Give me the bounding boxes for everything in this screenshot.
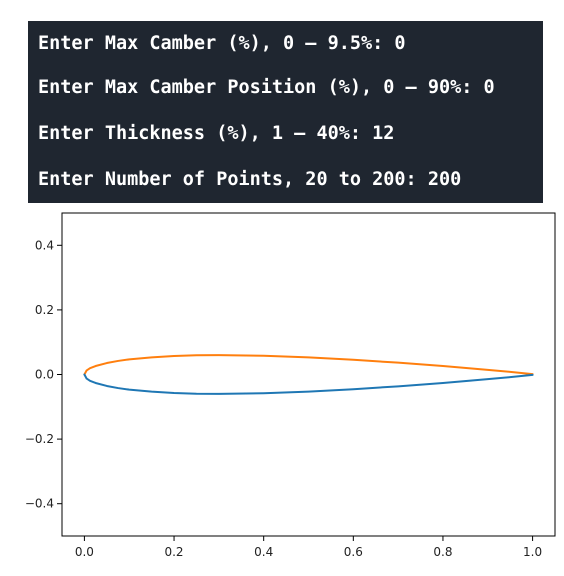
x-tick-label: 0.2 bbox=[164, 545, 183, 559]
console-line-max-camber: Enter Max Camber (%), 0 – 9.5%: 0 bbox=[38, 33, 406, 54]
console-output: Enter Max Camber (%), 0 – 9.5%: 0 Enter … bbox=[28, 21, 543, 203]
x-tick-label: 0.6 bbox=[344, 545, 363, 559]
x-tick-label: 0.4 bbox=[254, 545, 273, 559]
y-tick-label: 0.4 bbox=[35, 238, 54, 252]
y-tick-label: −0.2 bbox=[25, 432, 54, 446]
airfoil-plot: 0.0 0.2 0.4 0.6 0.8 1.0 −0.4 −0.2 0.0 0.2 0.4 bbox=[25, 212, 556, 559]
x-tick-label: 0.8 bbox=[433, 545, 452, 559]
console-line-number-of-points: Enter Number of Points, 20 to 200: 200 bbox=[38, 169, 462, 190]
plot-frame bbox=[61, 212, 556, 537]
x-tick-label: 0.0 bbox=[75, 545, 94, 559]
console-line-thickness: Enter Thickness (%), 1 – 40%: 12 bbox=[38, 123, 395, 144]
console-line-max-camber-position: Enter Max Camber Position (%), 0 – 90%: … bbox=[38, 77, 495, 98]
series-line-upper bbox=[83, 354, 534, 376]
x-tick-label: 1.0 bbox=[523, 545, 542, 559]
series-line-lower bbox=[83, 373, 534, 395]
y-tick-label: −0.4 bbox=[25, 497, 54, 511]
y-tick-label: 0.0 bbox=[35, 368, 54, 382]
y-tick-label: 0.2 bbox=[35, 303, 54, 317]
